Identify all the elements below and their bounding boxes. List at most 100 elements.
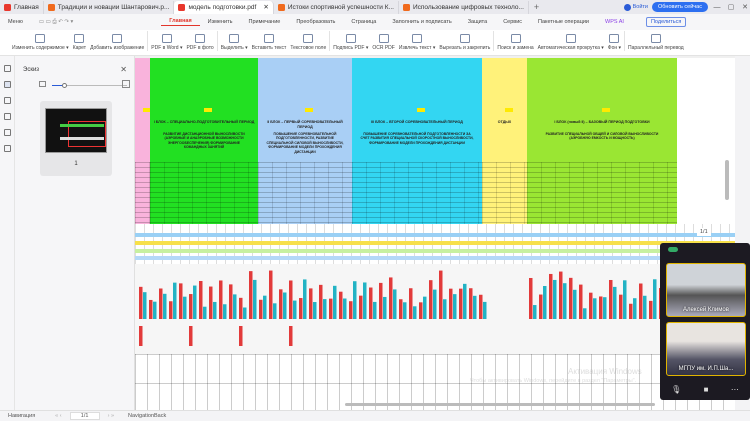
new-tab-button[interactable]: + — [533, 2, 540, 12]
user-icon — [623, 3, 631, 11]
video-call-overlay[interactable]: Алексей Климов МГПУ им. И.П.Ша... 🎙 ■ ⋯ — [660, 243, 750, 400]
tab-document[interactable]: Истоки спортивной успешности К... — [274, 0, 399, 14]
menu-home[interactable]: Главная — [161, 18, 200, 26]
page-thumbnail[interactable]: 1 — [40, 101, 112, 176]
chart-bar — [589, 292, 593, 319]
menu-tools[interactable]: Сервис — [503, 19, 523, 25]
toolbar-button[interactable]: Изменить содержимое ▾ — [10, 34, 71, 51]
tool-icon — [609, 34, 620, 43]
close-icon[interactable]: ✕ — [263, 4, 269, 11]
participant-video[interactable]: МГПУ им. И.П.Ша... — [666, 322, 746, 376]
tool-icon — [412, 34, 423, 43]
status-bar: Навигация « ‹ 1/1 › » NavigationBack — [0, 410, 750, 421]
menu-wps-ai[interactable]: WPS AI — [605, 19, 624, 25]
menu-page[interactable]: Страница — [351, 19, 377, 25]
tool-icon — [650, 34, 661, 43]
chart-bar — [549, 273, 553, 319]
close-window-icon[interactable]: ✕ — [742, 4, 748, 11]
chart-bar — [449, 288, 453, 319]
chart-bar — [373, 301, 377, 319]
zoom-out-thumb-icon[interactable] — [39, 81, 46, 87]
navigation-button[interactable]: Навигация — [8, 413, 36, 419]
tab-document-active[interactable]: модель подготовки.pdf ✕ — [174, 0, 274, 14]
layers-icon[interactable] — [3, 145, 11, 152]
more-icon[interactable]: ⋯ — [730, 385, 739, 394]
signature-icon[interactable] — [3, 129, 11, 136]
tab-home[interactable]: Главная — [0, 0, 44, 14]
maximize-icon[interactable]: ▢ — [727, 4, 735, 11]
tool-icon — [459, 34, 470, 43]
toolbar-button[interactable]: Автоматическая прокрутка ▾ — [536, 34, 606, 51]
period-column: III БЛОК – ВТОРОЙ СОРЕВНОВАТЕЛЬНЫЙ ПЕРИО… — [352, 58, 482, 224]
menu-edit[interactable]: Изменить — [207, 19, 233, 25]
period-heading: III БЛОК – ВТОРОЙ СОРЕВНОВАТЕЛЬНЫЙ ПЕРИО… — [371, 120, 463, 124]
navigation-back[interactable]: NavigationBack — [128, 413, 167, 419]
page-nav-arrows[interactable]: › » — [107, 413, 115, 419]
camera-icon[interactable]: ■ — [703, 385, 709, 394]
document-view[interactable]: I БЛОК – СПЕЦИАЛЬНО-ПОДГОТОВИТЕЛЬНЫЙ ПЕР… — [135, 56, 735, 410]
toolbar-button[interactable]: Извлечь текст ▾ — [397, 34, 438, 51]
minimize-icon[interactable]: — — [713, 3, 721, 11]
toolbar-button[interactable]: PDF в Word ▾ — [149, 34, 184, 51]
login-button[interactable]: Войти — [623, 3, 648, 11]
chart-bar — [183, 296, 187, 319]
page-number-input[interactable]: 1/1 — [69, 412, 100, 420]
page-nav-arrows[interactable]: « ‹ — [55, 413, 62, 419]
left-rail — [0, 56, 15, 410]
microphone-icon[interactable]: 🎙 — [671, 385, 682, 394]
toolbar-button[interactable]: Карет — [71, 34, 88, 51]
toolbar-button[interactable]: Вставить текст — [250, 34, 289, 51]
tool-icon — [35, 34, 46, 43]
chart-bar — [473, 295, 477, 319]
bookmark-icon[interactable] — [3, 65, 11, 72]
chart-bar — [623, 280, 627, 319]
toolbar-button[interactable]: Параллельный перевод — [626, 34, 686, 51]
toolbar-button[interactable]: Текстовое поле — [288, 34, 328, 51]
zoom-in-thumb-icon[interactable] — [122, 80, 130, 88]
toolbar-button[interactable]: Фон ▾ — [606, 34, 623, 51]
menu-fill-sign[interactable]: Заполнить и подписать — [392, 19, 452, 25]
toolbar-button[interactable]: PDF в фото — [184, 34, 215, 51]
toolbar-button[interactable]: Поиск и замена — [495, 34, 535, 51]
tab-document[interactable]: Использование цифровых техноло... — [399, 0, 529, 14]
attachment-icon[interactable] — [3, 113, 11, 120]
menu-convert[interactable]: Преобразовать — [296, 19, 336, 25]
thumbnail-size-slider[interactable] — [52, 83, 127, 88]
toolbar-button[interactable]: Подпись PDF ▾ — [331, 34, 370, 51]
menu-annotate[interactable]: Примечание — [248, 19, 281, 25]
comment-icon[interactable] — [3, 97, 11, 104]
update-button[interactable]: Обновить сейчас — [652, 2, 708, 12]
period-column — [135, 58, 151, 224]
chart-bar — [289, 326, 293, 346]
chart-bar — [413, 306, 417, 319]
horizontal-scrollbar[interactable] — [345, 403, 655, 406]
close-icon[interactable]: ✕ — [120, 65, 127, 74]
thumbnail-icon[interactable] — [3, 81, 11, 88]
period-goal: ПОВЫШЕНИЕ СОРЕВНОВАТЕЛЬНОЙ ПОДГОТОВЛЕННО… — [360, 132, 474, 145]
chart-bar — [203, 306, 207, 319]
chart-bar — [633, 298, 637, 319]
toggle-icon[interactable] — [668, 247, 678, 252]
pdf-icon — [277, 3, 285, 11]
tool-icon — [510, 34, 521, 43]
tab-document[interactable]: Традиции и новации Шантарович.p... — [44, 0, 175, 14]
toolbar-button[interactable]: Добавить изображение — [88, 34, 146, 51]
chart-bar — [263, 295, 267, 319]
tool-icon — [74, 34, 85, 43]
participant-video[interactable]: Алексей Климов — [666, 263, 746, 317]
thumbnail-panel: Эскиз ✕ 1 — [15, 56, 135, 410]
chart-bar — [529, 277, 533, 319]
period-table — [527, 162, 677, 224]
menu-protect[interactable]: Защита — [467, 19, 488, 25]
quick-access-icons[interactable]: ▭ ▭ ⎙ ↶ ↷ ▾ — [38, 18, 74, 25]
toolbar-button[interactable]: OCR PDF — [370, 34, 397, 51]
menu-button[interactable]: Меню — [8, 19, 23, 25]
menu-batch[interactable]: Пакетные операции — [538, 19, 590, 25]
toolbar-button[interactable]: Выделить ▾ — [219, 34, 250, 51]
date-tag — [305, 108, 313, 112]
tool-icon — [161, 34, 172, 43]
summary-rows — [135, 224, 735, 264]
toolbar-button[interactable]: Вырезать и закрепить — [437, 34, 492, 51]
vertical-scrollbar[interactable] — [725, 160, 729, 200]
share-button[interactable]: Поделиться — [645, 17, 687, 27]
